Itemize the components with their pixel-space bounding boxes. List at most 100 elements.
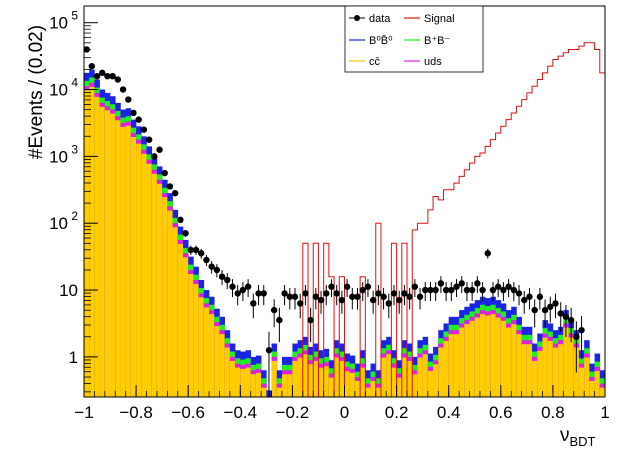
x-tick-label: 1 bbox=[600, 403, 609, 422]
bkg-bar-ccbar bbox=[120, 126, 126, 397]
data-point bbox=[114, 76, 122, 83]
data-point bbox=[109, 72, 116, 80]
data-point bbox=[244, 283, 252, 290]
data-point bbox=[323, 290, 330, 297]
bkg-bar-ccbar bbox=[297, 357, 304, 397]
bkg-bar-ccbar bbox=[219, 334, 225, 397]
data-point bbox=[187, 246, 195, 254]
bkg-bar-ccbar bbox=[479, 314, 486, 397]
bkg-bar-ccbar bbox=[89, 86, 95, 397]
data-point bbox=[474, 280, 481, 287]
bkg-bar-ccbar bbox=[422, 354, 429, 397]
bkg-bar-ccbar bbox=[104, 110, 111, 398]
bkg-bar-ccbar bbox=[542, 337, 548, 397]
y-tick-exponent: 4 bbox=[71, 76, 78, 90]
data-point bbox=[140, 126, 148, 133]
bkg-bar-ccbar bbox=[532, 360, 538, 397]
data-point bbox=[442, 286, 450, 294]
bkg-bar-ccbar bbox=[182, 257, 189, 397]
data-point bbox=[385, 300, 392, 307]
data-point bbox=[500, 286, 507, 294]
data-point bbox=[463, 286, 471, 294]
data-point bbox=[453, 283, 460, 290]
bkg-bar-ccbar bbox=[136, 143, 142, 397]
bkg-bar-ccbar bbox=[552, 347, 559, 397]
y-axis-label: #Events / (0.02) bbox=[26, 25, 47, 159]
bkg-bar-ccbar bbox=[516, 334, 522, 397]
data-point bbox=[375, 290, 382, 297]
data-point bbox=[161, 169, 168, 177]
bkg-bar-ccbar bbox=[386, 354, 392, 397]
data-point bbox=[260, 290, 267, 297]
data-point bbox=[359, 286, 366, 294]
data-point bbox=[390, 290, 398, 297]
data-point bbox=[286, 293, 293, 300]
data-point bbox=[239, 286, 247, 294]
y-tick-label: 10 bbox=[49, 14, 68, 33]
bkg-bar-ccbar bbox=[589, 380, 595, 397]
data-point bbox=[567, 316, 575, 324]
bkg-bar-ccbar bbox=[396, 377, 403, 397]
data-point bbox=[317, 296, 325, 304]
bkg-bar-ccbar bbox=[474, 317, 481, 397]
data-point bbox=[182, 230, 189, 237]
data-point bbox=[354, 293, 361, 300]
bkg-bar-ccbar bbox=[349, 372, 356, 397]
y-tick-label: 10 bbox=[49, 214, 68, 233]
bkg-bar-ccbar bbox=[115, 120, 121, 398]
bkg-bar-ccbar bbox=[214, 326, 220, 397]
bkg-bar-ccbar bbox=[563, 327, 569, 397]
data-point bbox=[145, 136, 153, 143]
legend-label: cc̄ bbox=[369, 56, 381, 68]
bkg-bar-ccbar bbox=[537, 350, 543, 397]
x-tick-label: −0.4 bbox=[224, 403, 258, 422]
data-point bbox=[364, 283, 372, 290]
data-point bbox=[448, 286, 455, 294]
bkg-bar-ccbar bbox=[354, 380, 361, 397]
x-tick-label: 0.4 bbox=[437, 403, 461, 422]
bkg-bar-ccbar bbox=[469, 320, 476, 397]
bkg-bar-ccbar bbox=[302, 354, 309, 397]
bkg-bar-ccbar bbox=[287, 374, 293, 397]
bkg-bar-ccbar bbox=[261, 387, 267, 397]
data-point bbox=[198, 250, 205, 257]
data-point bbox=[416, 293, 424, 300]
data-point bbox=[192, 246, 200, 254]
data-point bbox=[166, 183, 174, 190]
data-point bbox=[333, 290, 340, 297]
data-point bbox=[380, 293, 387, 300]
bkg-bar-ccbar bbox=[380, 357, 387, 397]
bkg-bar-ccbar bbox=[464, 324, 470, 397]
data-point bbox=[552, 300, 559, 307]
bkg-bar-ccbar bbox=[177, 243, 184, 397]
bkg-bar-ccbar bbox=[599, 387, 606, 397]
bkg-bar-ccbar bbox=[578, 367, 585, 397]
data-point bbox=[458, 280, 465, 287]
data-point bbox=[265, 347, 273, 354]
legend-label: Signal bbox=[424, 13, 455, 25]
x-tick-label: −1 bbox=[74, 403, 93, 422]
x-tick-label: 0.8 bbox=[541, 403, 565, 422]
x-tick-label: −0.6 bbox=[171, 403, 205, 422]
data-point bbox=[156, 146, 163, 153]
bkg-bar-ccbar bbox=[500, 320, 507, 397]
bkg-bar-ccbar bbox=[453, 334, 460, 397]
bkg-bar-ccbar bbox=[146, 163, 153, 397]
data-point bbox=[281, 290, 288, 297]
data-point bbox=[307, 316, 314, 324]
data-point bbox=[531, 306, 538, 314]
data-points bbox=[83, 46, 585, 397]
data-point bbox=[547, 303, 554, 310]
data-point bbox=[349, 293, 356, 300]
bkg-bar-ccbar bbox=[224, 347, 231, 397]
bkg-bar-ccbar bbox=[276, 387, 283, 397]
bkg-bar-ccbar bbox=[401, 357, 408, 397]
data-point bbox=[151, 153, 158, 160]
data-point bbox=[427, 286, 434, 294]
data-point bbox=[208, 263, 215, 270]
y-tick-label: 10 bbox=[59, 281, 78, 300]
bkg-bar-ccbar bbox=[271, 360, 278, 397]
data-point bbox=[218, 273, 226, 280]
bkg-bar-ccbar bbox=[193, 284, 199, 397]
